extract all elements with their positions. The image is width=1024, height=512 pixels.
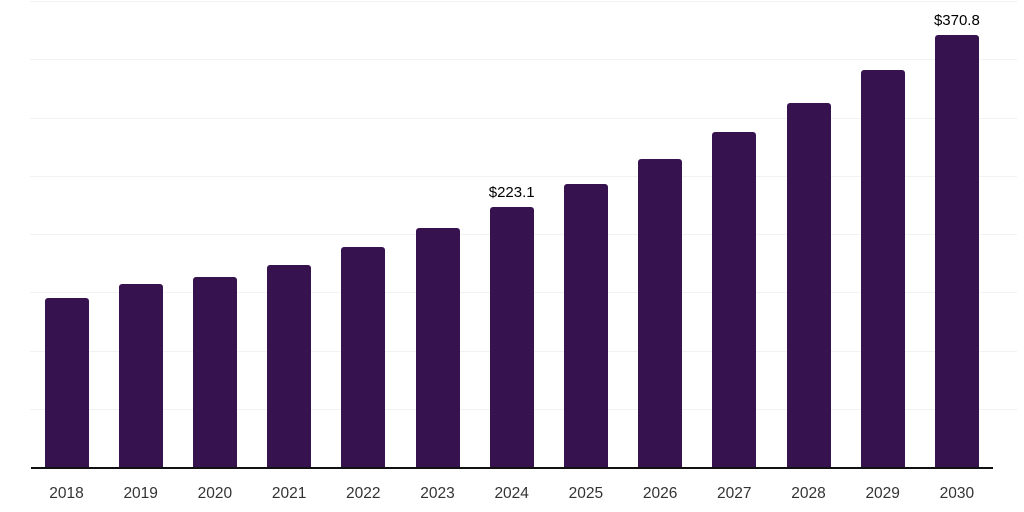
bar-2019 [118, 284, 163, 467]
x-tick-label: 2027 [717, 485, 752, 502]
x-tick-label: 2024 [494, 485, 529, 502]
bar-2020 [192, 277, 237, 467]
gridline [30, 59, 1017, 61]
x-tick-label: 2019 [123, 485, 158, 502]
x-tick-label: 2030 [939, 485, 975, 502]
x-tick-label: 2028 [791, 485, 826, 502]
bar-2029 [860, 69, 905, 467]
x-tick-label: 2021 [271, 485, 307, 502]
gridline [30, 117, 1017, 119]
gridline [30, 175, 1017, 177]
x-tick-label: 2025 [568, 485, 604, 502]
bar-value-label: $370.8 [933, 12, 980, 30]
x-tick-label: 2026 [642, 485, 678, 502]
bar-2025 [563, 184, 608, 467]
bar-value-label: $223.1 [488, 184, 535, 202]
bar-2027 [712, 132, 757, 467]
x-tick-label: 2029 [865, 485, 900, 502]
bar-2021 [267, 265, 312, 467]
x-tick-label: 2020 [197, 485, 233, 502]
bar-2028 [786, 102, 831, 467]
bar-2030 [934, 35, 979, 467]
x-axis-line [31, 467, 993, 469]
x-tick-label: 2022 [346, 485, 381, 502]
bar-2018 [44, 297, 89, 467]
x-tick-label: 2023 [420, 485, 455, 502]
bar-2022 [341, 247, 386, 467]
x-tick-label: 2018 [49, 485, 84, 502]
bar-2023 [415, 228, 460, 467]
gridline [30, 1, 1017, 2]
bar-2026 [638, 159, 683, 467]
bar-2024 [489, 207, 534, 467]
